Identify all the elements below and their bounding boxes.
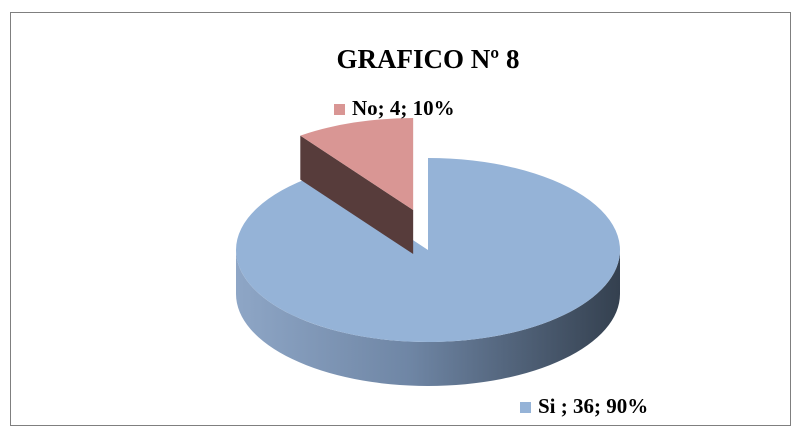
chart-title: GRAFICO Nº 8 [337,44,520,74]
data-label: Si ; 36; 90% [538,394,648,418]
slice-side [236,250,620,386]
label-marker [520,402,531,413]
label-marker [334,104,345,115]
slice [300,118,414,211]
data-label: No; 4; 10% [352,96,455,120]
slice [235,158,620,343]
slice-cut [300,135,414,255]
